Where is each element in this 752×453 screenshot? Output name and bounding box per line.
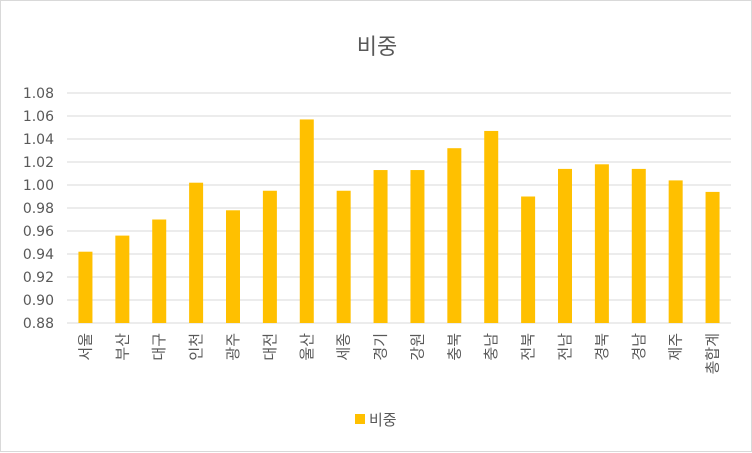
y-tick-label: 1.02 bbox=[23, 155, 54, 171]
x-category-label: 인천 bbox=[187, 333, 205, 361]
x-category-label: 세종 bbox=[335, 333, 353, 361]
x-category-label: 충남 bbox=[482, 333, 500, 361]
x-category-label: 경남 bbox=[630, 333, 648, 361]
x-category-label: 총합계 bbox=[704, 333, 722, 374]
y-tick-label: 0.90 bbox=[23, 293, 54, 309]
bar bbox=[336, 190, 351, 323]
x-category-label: 부산 bbox=[113, 333, 131, 361]
x-category-label: 경북 bbox=[593, 333, 611, 361]
bar bbox=[299, 119, 314, 323]
x-category-label: 울산 bbox=[298, 333, 316, 361]
bar bbox=[115, 235, 130, 323]
bar bbox=[484, 130, 499, 323]
legend-label: 비중 bbox=[369, 411, 397, 429]
y-tick-label: 1.08 bbox=[23, 86, 54, 102]
bar bbox=[668, 180, 683, 323]
x-category-label: 충북 bbox=[445, 333, 463, 361]
x-category-label: 제주 bbox=[667, 333, 685, 361]
bar bbox=[226, 210, 240, 323]
bar bbox=[373, 170, 388, 323]
legend-swatch bbox=[355, 414, 365, 424]
bar bbox=[594, 164, 609, 323]
y-tick-label: 1.04 bbox=[23, 132, 54, 148]
bar bbox=[262, 190, 277, 323]
y-tick-label: 0.88 bbox=[23, 316, 54, 332]
bar bbox=[152, 219, 167, 323]
x-category-label: 대구 bbox=[150, 333, 168, 361]
bar bbox=[521, 196, 536, 323]
bar bbox=[447, 148, 462, 323]
x-category-label: 광주 bbox=[224, 333, 242, 361]
bar bbox=[705, 191, 720, 323]
chart-title: 비중 bbox=[357, 35, 397, 60]
bar bbox=[631, 168, 646, 323]
bar bbox=[558, 168, 572, 323]
y-tick-label: 0.92 bbox=[23, 270, 54, 286]
y-tick-label: 0.98 bbox=[23, 201, 54, 217]
bars bbox=[78, 119, 720, 323]
bar bbox=[189, 182, 204, 323]
y-axis-ticks: 0.88 0.90 0.92 0.94 0.96 0.98 1.00 1.02 1.04 1.06… bbox=[23, 86, 54, 332]
legend: 비중 bbox=[355, 411, 397, 429]
y-tick-label: 0.94 bbox=[23, 247, 54, 263]
y-tick-label: 0.96 bbox=[23, 224, 54, 240]
y-tick-label: 1.00 bbox=[23, 178, 54, 194]
x-category-label: 대전 bbox=[261, 333, 279, 361]
bar bbox=[78, 251, 93, 323]
x-category-label: 경기 bbox=[372, 333, 390, 361]
x-category-label: 전남 bbox=[556, 333, 574, 361]
x-axis-categories: 서울 부산 대구 인천 광주 대전 울산 세종 경기 강원 충북 충남 전북 전남 경북 경남 제주 총합계 bbox=[76, 333, 721, 375]
x-category-label: 강원 bbox=[408, 333, 426, 361]
gridlines bbox=[67, 92, 731, 324]
bar bbox=[410, 170, 425, 323]
x-category-label: 서울 bbox=[76, 333, 94, 361]
y-tick-label: 1.06 bbox=[23, 109, 54, 125]
x-category-label: 전북 bbox=[519, 333, 537, 361]
